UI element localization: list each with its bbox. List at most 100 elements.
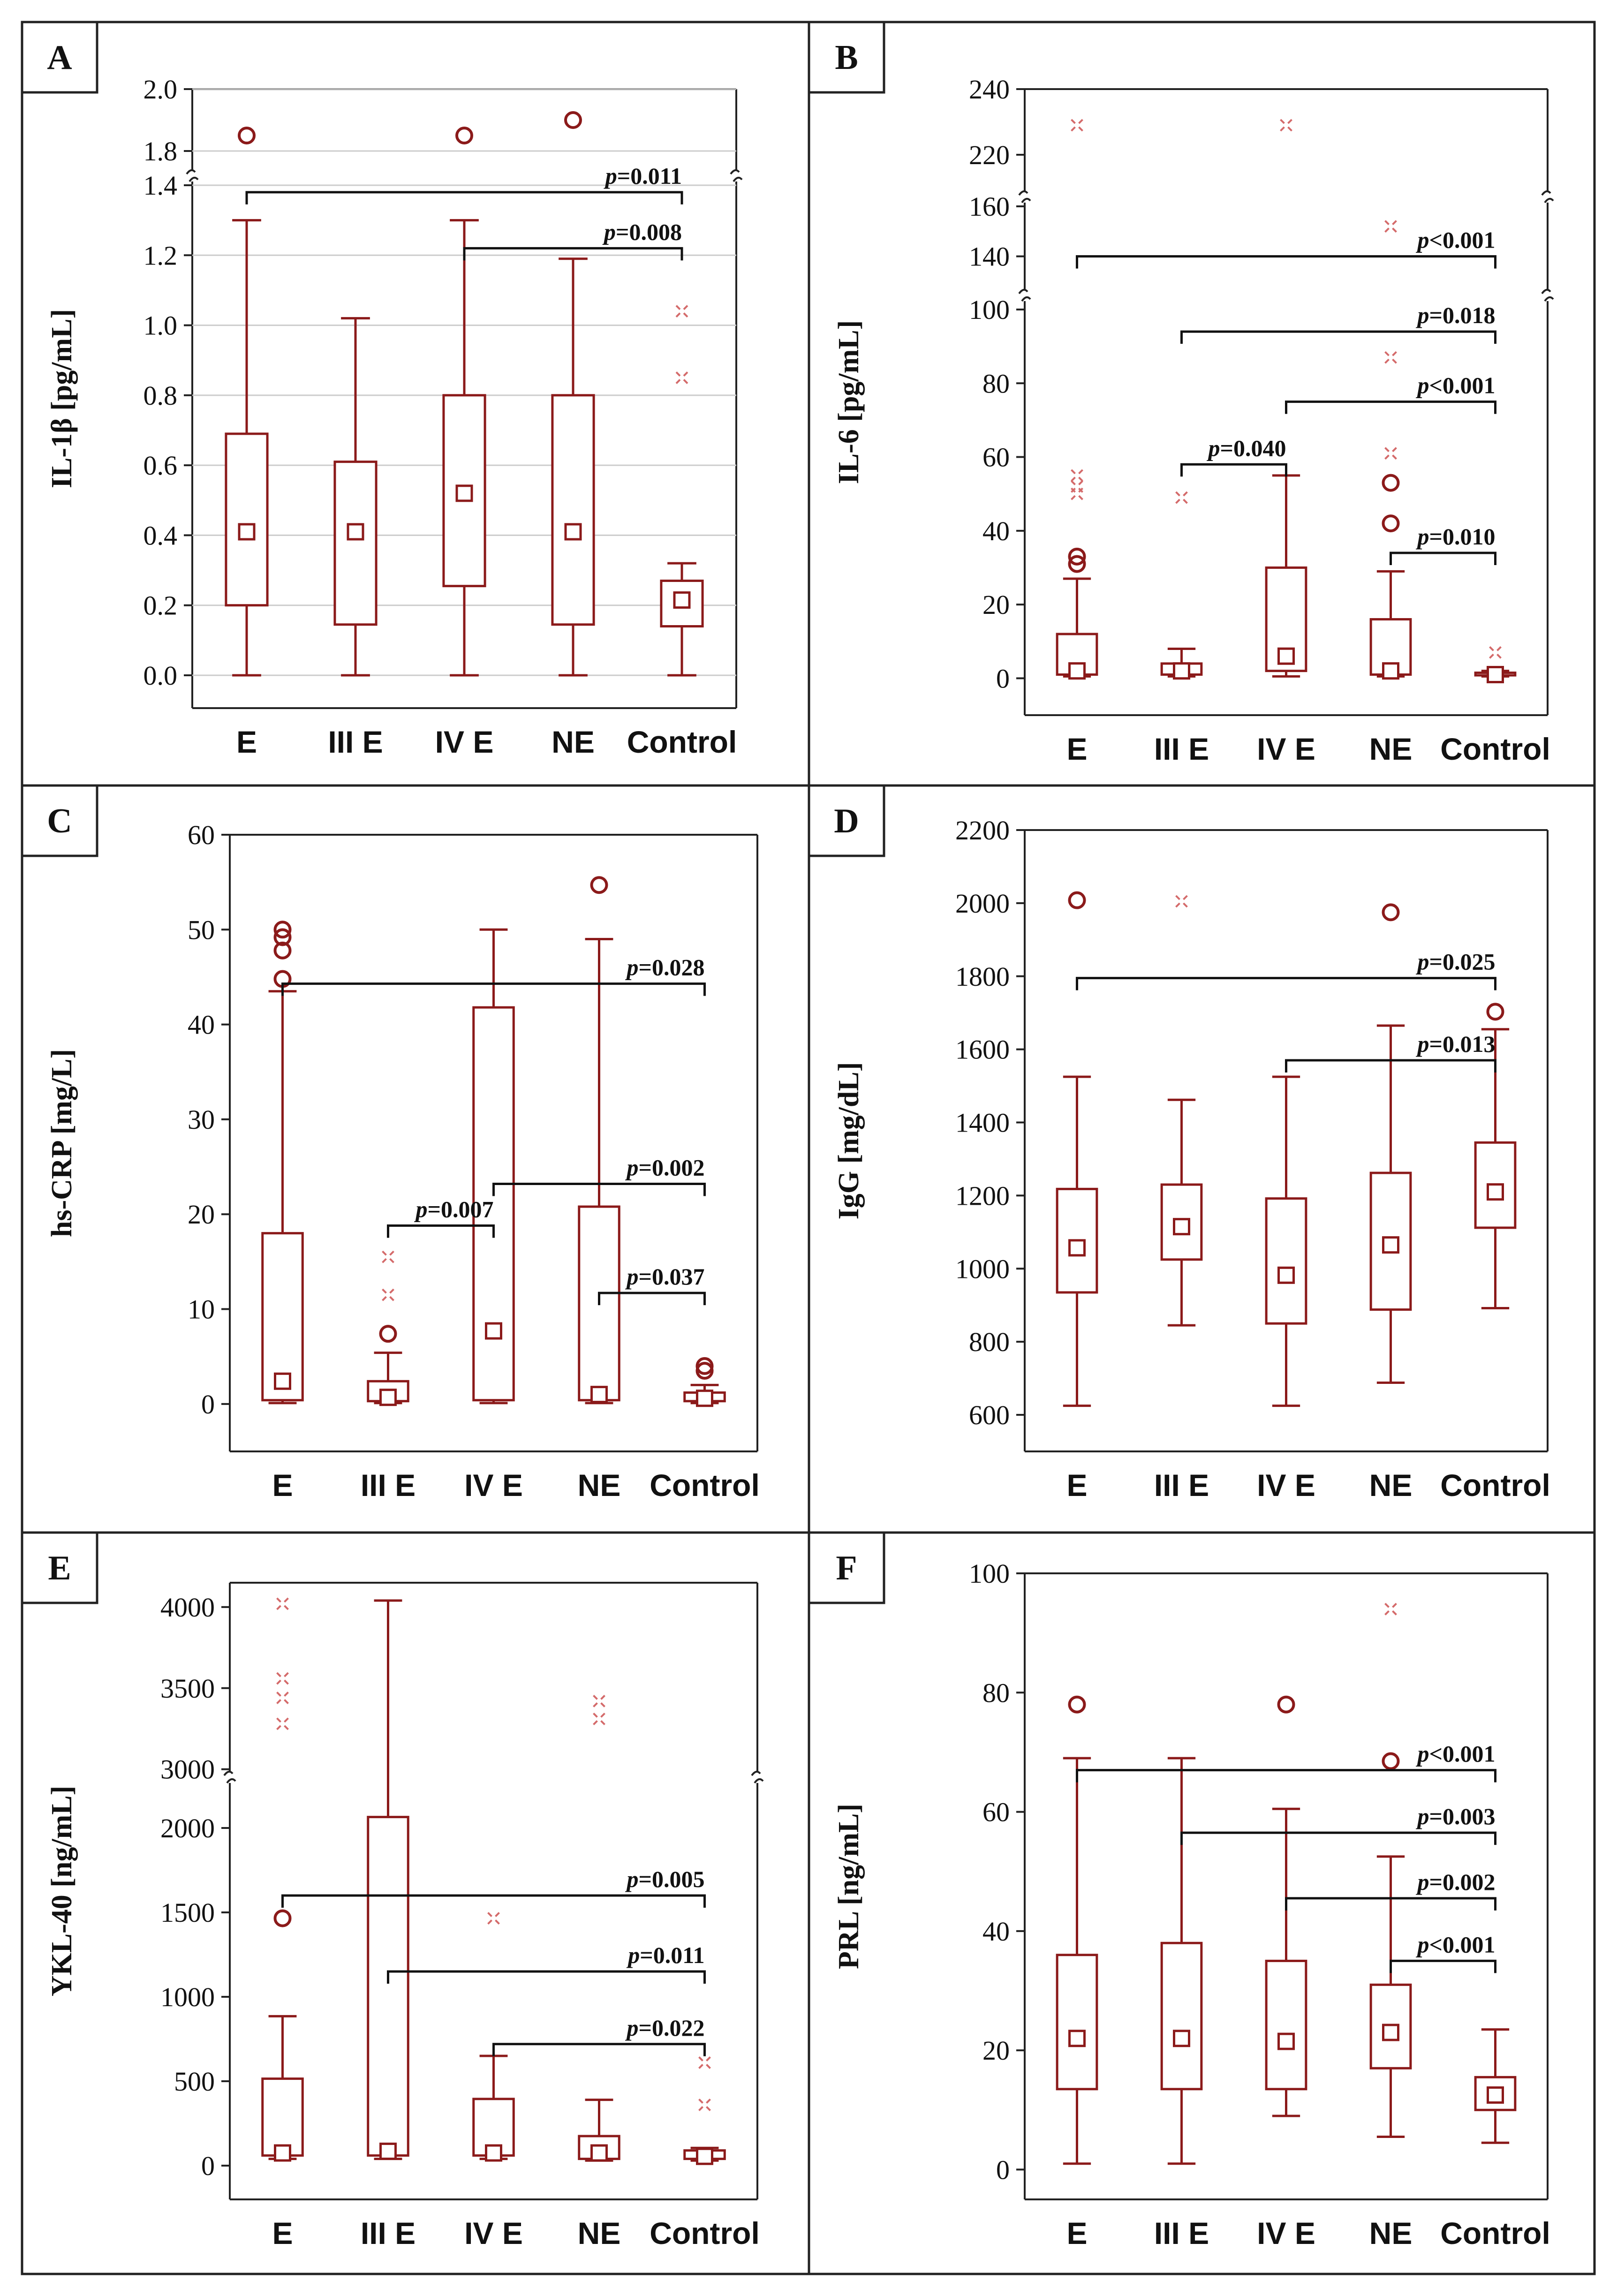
iqr-box bbox=[1160, 1941, 1203, 2091]
extreme-mark bbox=[600, 1695, 605, 1700]
panel-letter: E bbox=[48, 1549, 71, 1587]
y-tick-label: 1500 bbox=[160, 1897, 215, 1928]
extreme-point bbox=[1384, 447, 1397, 460]
y-tick-label: 20 bbox=[982, 2035, 1010, 2066]
extreme-mark bbox=[1384, 454, 1390, 460]
extreme-mark bbox=[593, 1695, 598, 1700]
outlier-point bbox=[564, 111, 582, 129]
y-tick-label: 1.0 bbox=[144, 310, 178, 341]
panel-a: A 0.0 0.2 0.4 0.6 0.8 1.0 1.2 1.4 1.8 2.0 E III E IV … bbox=[21, 21, 810, 787]
axis-break-mark bbox=[1018, 288, 1028, 295]
outlier-point bbox=[273, 928, 292, 946]
significance-bracket: p=0.037 bbox=[598, 1263, 706, 1306]
y-tick-label: 600 bbox=[969, 1400, 1010, 1430]
iqr-box bbox=[1160, 1183, 1203, 1261]
iqr-box bbox=[551, 394, 595, 626]
y-tick-label: 4000 bbox=[160, 1592, 215, 1623]
significance-bracket: p=0.002 bbox=[1285, 1869, 1496, 1911]
extreme-mark bbox=[382, 1250, 387, 1256]
x-tick-label: NE bbox=[1369, 2216, 1413, 2251]
axis-break-mark bbox=[1021, 296, 1031, 302]
extreme-mark bbox=[1287, 126, 1292, 132]
box-iii-e bbox=[1160, 491, 1203, 680]
box-iv-e bbox=[472, 1912, 515, 2162]
x-tick-label: III E bbox=[361, 2216, 416, 2251]
p-value-label: p<0.001 bbox=[1416, 227, 1496, 253]
box-ne bbox=[1369, 1602, 1412, 2138]
significance-bracket: p=0.025 bbox=[1076, 949, 1496, 990]
x-tick-label: NE bbox=[578, 1468, 621, 1503]
box-iv-e bbox=[1265, 119, 1307, 678]
x-tick-label: Control bbox=[650, 1468, 760, 1503]
box-control bbox=[1474, 2028, 1517, 2144]
extreme-point bbox=[382, 1250, 394, 1263]
significance-bracket: p<0.001 bbox=[1076, 1741, 1496, 1782]
axis-break-mark bbox=[1018, 190, 1028, 196]
extreme-point bbox=[1071, 469, 1083, 482]
axis-break-mark bbox=[226, 1778, 236, 1784]
box-ne bbox=[1369, 903, 1412, 1384]
axis-break-mark bbox=[223, 1770, 234, 1776]
extreme-mark bbox=[284, 1725, 289, 1730]
outlier-point bbox=[1068, 1695, 1086, 1714]
y-tick-label: 0 bbox=[996, 663, 1010, 694]
median-marker bbox=[347, 523, 364, 541]
box-control bbox=[1474, 1003, 1517, 1309]
box-control bbox=[1474, 646, 1517, 683]
bracket-line bbox=[1285, 1897, 1496, 1911]
panel-letter: F bbox=[836, 1549, 857, 1587]
extreme-point bbox=[1071, 487, 1083, 500]
p-value-label: p=0.002 bbox=[625, 1154, 705, 1180]
iqr-box bbox=[333, 461, 378, 626]
median-marker bbox=[1068, 2030, 1086, 2047]
box-ne bbox=[1369, 220, 1412, 680]
x-tick-label: NE bbox=[552, 725, 595, 759]
panel-letter-box bbox=[808, 784, 885, 857]
significance-bracket: p=0.011 bbox=[245, 163, 683, 204]
y-tick-label: 2000 bbox=[955, 888, 1010, 919]
box-control bbox=[660, 305, 704, 677]
extreme-point bbox=[1384, 351, 1397, 364]
axis-break-mark bbox=[1544, 197, 1554, 204]
box-iv-e bbox=[472, 928, 515, 1405]
y-tick-label: 3500 bbox=[160, 1673, 215, 1704]
median-marker bbox=[274, 2144, 291, 2162]
y-axis-label: IgG [mg/dL] bbox=[833, 1062, 865, 1220]
box-iii-e bbox=[333, 317, 378, 677]
extreme-mark bbox=[1175, 902, 1180, 908]
significance-bracket: p=0.008 bbox=[463, 219, 683, 261]
x-tick-label: E bbox=[272, 1468, 293, 1503]
extreme-mark bbox=[706, 2063, 711, 2069]
y-tick-label: 2200 bbox=[955, 815, 1010, 846]
significance-bracket: p=0.002 bbox=[492, 1154, 706, 1196]
median-marker bbox=[590, 1386, 608, 1404]
panel-d: D 600 800 1000 1200 1400 1600 1800 2000 2200 E III … bbox=[808, 784, 1596, 1534]
x-tick-label: Control bbox=[1440, 1468, 1550, 1503]
bracket-line bbox=[387, 1970, 706, 1984]
y-tick-label: 50 bbox=[188, 914, 215, 945]
y-tick-label: 0.6 bbox=[144, 450, 178, 481]
extreme-mark bbox=[675, 305, 681, 310]
bracket-line bbox=[1285, 1059, 1496, 1073]
x-tick-label: Control bbox=[1440, 2216, 1550, 2251]
extreme-mark bbox=[382, 1296, 387, 1301]
panel-frame bbox=[21, 21, 810, 787]
extreme-mark bbox=[683, 312, 688, 318]
y-tick-label: 100 bbox=[969, 295, 1010, 325]
y-tick-label: 0 bbox=[201, 2151, 215, 2181]
panel-c: C 0 10 20 30 40 50 60 E III E IV E NE Control hs-CRP … bbox=[21, 784, 810, 1534]
x-tick-label: E bbox=[236, 725, 257, 759]
extreme-point bbox=[1071, 119, 1083, 132]
y-tick-label: 500 bbox=[174, 2066, 215, 2097]
p-value-label: p=0.011 bbox=[626, 1942, 704, 1968]
significance-bracket: p=0.040 bbox=[1180, 435, 1287, 477]
y-tick-label: 2000 bbox=[160, 1813, 215, 1843]
extreme-mark bbox=[706, 2106, 711, 2111]
box-iii-e bbox=[1160, 1757, 1203, 2165]
extreme-mark bbox=[1392, 1602, 1397, 1608]
extreme-point bbox=[675, 371, 688, 384]
extreme-mark bbox=[1183, 498, 1188, 504]
extreme-point bbox=[1489, 646, 1502, 659]
extreme-mark bbox=[1489, 646, 1494, 651]
extreme-mark bbox=[1078, 469, 1083, 475]
